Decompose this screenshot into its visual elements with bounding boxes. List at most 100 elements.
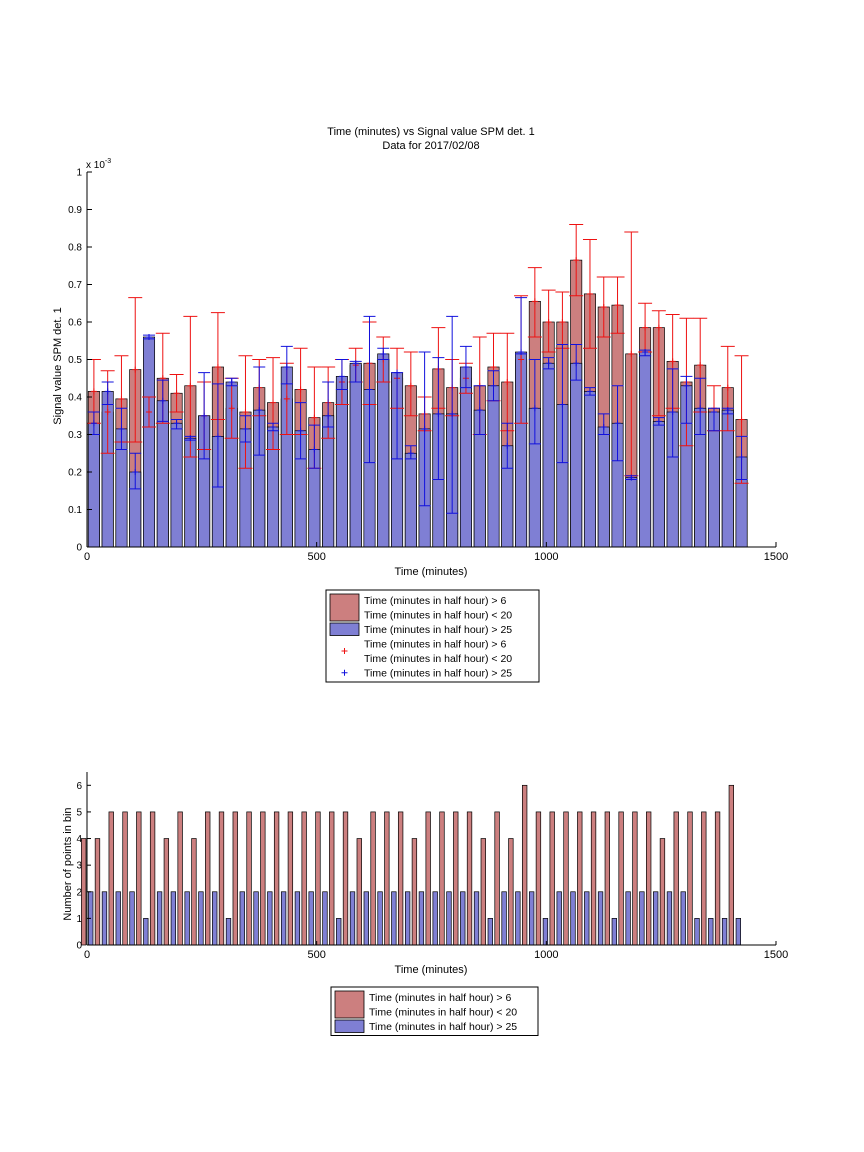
bar-blue (597, 426, 610, 548)
top-y-axis-label: Signal value SPM det. 1 (52, 307, 64, 424)
errorbar-blue (625, 474, 638, 481)
bar-blue (459, 366, 472, 548)
top-y-tick-label: 0.2 (68, 468, 82, 479)
count-bar-red (94, 838, 101, 946)
errorbar-blue (515, 297, 528, 355)
bar-blue (404, 452, 417, 548)
top-chart: 0 500 1000 1500 0 0.1 0.2 0.3 0.4 0.5 0.6 0.7 0.8 0.9… (52, 158, 788, 578)
count-bar-blue (267, 891, 273, 946)
errorbar-blue (556, 344, 569, 464)
errorbar-blue (528, 359, 541, 445)
count-bar-blue (625, 891, 631, 946)
count-bar-blue (473, 891, 480, 946)
errorbar-blue (501, 422, 514, 469)
count-bar-blue (404, 891, 411, 946)
errorbar-blue (225, 377, 238, 387)
top-axes: 0 500 1000 1500 0 0.1 0.2 0.3 0.4 0.5 0.6 0.7 0.8 0.9… (68, 168, 788, 564)
count-bar-red (163, 838, 170, 946)
top-legend-marker-red-plus (341, 648, 348, 654)
top-y-tick-label: 0.7 (68, 280, 82, 291)
count-bar-blue (280, 891, 287, 946)
errorbar-blue (143, 334, 156, 340)
top-legend: Time (minutes in half hour) > 6 Time (min… (325, 589, 540, 683)
count-bar-blue (377, 891, 383, 946)
count-bar-red (205, 811, 211, 946)
count-bar-blue (184, 891, 190, 946)
count-bar-red (535, 811, 542, 946)
top-y-tick-label: 0 (76, 543, 82, 554)
count-bar-blue (363, 891, 369, 946)
count-bar-blue (101, 891, 108, 946)
errorbar-red (128, 297, 143, 443)
count-bar-red (728, 784, 734, 946)
top-legend-swatch-red (329, 593, 360, 622)
errorbar-blue (597, 413, 610, 435)
top-legend-swatch-blue (329, 622, 360, 636)
errorbar-red (238, 355, 253, 469)
errorbar-blue (404, 445, 417, 460)
count-bar-blue (542, 918, 549, 946)
count-bar-red (466, 811, 473, 946)
errorbar-blue (308, 424, 321, 469)
bar-blue (87, 422, 100, 548)
errorbar-blue (583, 387, 596, 396)
top-plot-area (86, 224, 749, 548)
bar-blue (652, 421, 665, 548)
count-bar-red (329, 811, 335, 946)
bottom-plot-area (81, 784, 741, 946)
errorbar-blue (570, 344, 583, 381)
top-legend-label: Time (minutes in half hour) > 25 (364, 624, 512, 636)
bottom-x-axis-label: Time (minutes) (395, 964, 468, 976)
top-y-tick-label: 0.8 (68, 243, 82, 254)
top-y-multiplier: x 10-3 (86, 158, 111, 171)
count-bar-blue (584, 891, 590, 946)
count-bar-blue (349, 891, 356, 946)
errorbar-blue (473, 385, 486, 435)
errorbar-red (403, 351, 418, 417)
count-bar-red (301, 811, 307, 946)
top-y-tick-label: 0.3 (68, 430, 82, 441)
count-bar-blue (611, 918, 617, 946)
count-bar-red (439, 811, 445, 946)
count-bar-blue (170, 891, 177, 946)
count-bar-blue (639, 891, 645, 946)
top-y-tick-label: 0.6 (68, 318, 82, 329)
top-x-tick-label: 500 (307, 551, 325, 563)
count-bar-blue (501, 891, 507, 946)
top-legend-marker-blue-plus (341, 669, 348, 676)
count-bar-blue (528, 891, 535, 946)
errorbar-blue (542, 357, 555, 370)
count-bar-red (356, 838, 362, 946)
count-bar-red (687, 811, 693, 946)
count-bar-red (714, 811, 721, 946)
count-bar-blue (225, 918, 232, 946)
count-bar-red (246, 811, 252, 946)
top-y-multiplier-base: x 10 (86, 160, 105, 171)
count-bar-red (494, 811, 500, 946)
count-bar-red (563, 811, 569, 946)
top-legend-label: Time (minutes in half hour) > 6 (364, 639, 506, 651)
count-bar-red (177, 811, 183, 946)
count-bar-blue (432, 891, 438, 946)
errorbar-blue (184, 435, 197, 442)
errorbar-blue (239, 415, 252, 443)
errorbar-blue (129, 452, 142, 490)
errorbar-red (610, 276, 625, 334)
errorbar-blue (363, 315, 376, 464)
errorbar-blue (707, 407, 720, 432)
errorbar-blue (446, 315, 459, 514)
errorbar-blue (721, 407, 734, 415)
count-bar-red (701, 811, 707, 946)
chart-subtitle: Data for 2017/02/08 (382, 140, 479, 152)
top-x-tick-label: 1000 (534, 551, 558, 563)
bar-blue (143, 336, 156, 548)
top-x-tick-label: 0 (84, 551, 90, 563)
count-bar-blue (721, 918, 728, 946)
errorbar-red (651, 310, 666, 417)
bar-blue (639, 351, 652, 548)
top-y-tick-label: 0.4 (68, 393, 82, 404)
count-bar-red (521, 784, 528, 946)
errorbar-blue (652, 417, 665, 426)
count-bar-red (108, 811, 114, 946)
